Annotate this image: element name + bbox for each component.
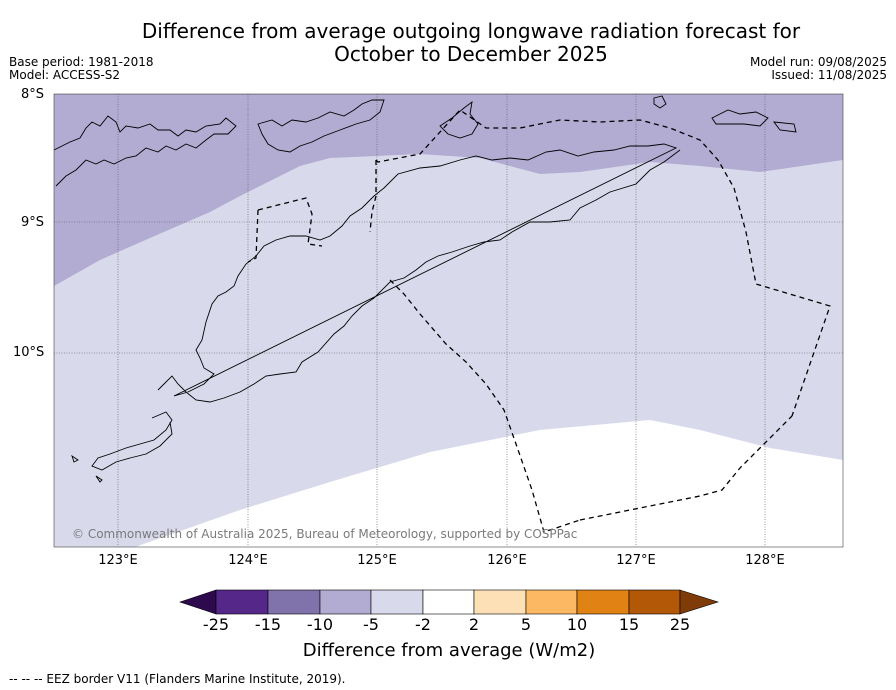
colorbar-bin-7: [525, 589, 578, 615]
rote-island: [91, 411, 173, 471]
map-frame: [53, 93, 844, 548]
copyright-text: © Commonwealth of Australia 2025, Bureau…: [72, 527, 577, 541]
title-line-2: October to December 2025: [334, 42, 608, 66]
colorbar-tick: -5: [363, 615, 379, 634]
map-area: © Commonwealth of Australia 2025, Bureau…: [54, 94, 843, 547]
eez-south-east: [579, 415, 793, 521]
colorbar-max-triangle: [679, 589, 719, 615]
colorbar-tick: -15: [254, 615, 282, 634]
run-info: Model run: 09/08/2025 Issued: 11/08/2025: [750, 56, 887, 82]
colorbar-bin-3: [319, 589, 372, 615]
colorbar-bin-5: [422, 589, 475, 615]
colorbar-tick: 2: [468, 615, 480, 634]
lon-label-127e: 127°E: [616, 553, 656, 568]
timor-coast: [157, 143, 681, 403]
colorbar-tick: 25: [669, 615, 691, 634]
small-island-3: [773, 121, 797, 133]
lon-label-124e: 124°E: [228, 553, 268, 568]
issued-text: Issued: 11/08/2025: [771, 68, 887, 82]
shade-below-neg5: [54, 94, 843, 286]
lat-label-8s: 8°S: [21, 87, 45, 102]
colorbar-bin-8: [576, 589, 630, 615]
base-period-text: Base period: 1981-2018: [9, 55, 154, 69]
base-info: Base period: 1981-2018 Model: ACCESS-S2: [9, 56, 154, 82]
colorbar-tick: 15: [618, 615, 640, 634]
eez-north: [375, 109, 831, 417]
colorbar-bin-6: [473, 589, 527, 615]
colorbar-tick: 10: [566, 615, 588, 634]
colorbar-bin-2: [267, 589, 321, 615]
model-text: Model: ACCESS-S2: [9, 68, 121, 82]
small-island-1: [653, 95, 667, 109]
colorbar-bin-4: [370, 589, 424, 615]
lon-label-125e: 125°E: [357, 553, 397, 568]
lon-label-128e: 128°E: [745, 553, 785, 568]
colorbar-tick: -10: [306, 615, 334, 634]
model-run-text: Model run: 09/08/2025: [749, 55, 887, 69]
colorbar-tick: 5: [520, 615, 532, 634]
lat-label-9s: 9°S: [21, 215, 45, 230]
colorbar-tick: -25: [202, 615, 230, 634]
lon-label-126e: 126°E: [487, 553, 527, 568]
colorbar-label: Difference from average (W/m2): [302, 640, 596, 661]
small-island-2: [711, 109, 769, 127]
sabu-island: [71, 454, 103, 483]
alor-coast: [257, 99, 385, 153]
eez-south: [389, 279, 581, 533]
lat-label-10s: 10°S: [13, 345, 45, 360]
eez-border: [247, 109, 831, 533]
colorbar-tick: -2: [415, 615, 431, 634]
colorbar-bin-9: [628, 589, 681, 615]
eez-west-box: [247, 197, 323, 263]
colorbar-bin-1: [215, 589, 269, 615]
lon-label-123e: 123°E: [98, 553, 138, 568]
colorbar: [179, 589, 719, 615]
eez-footnote: -- -- -- EEZ border V11 (Flanders Marine…: [9, 672, 346, 686]
map-title: Difference from average outgoing longwav…: [100, 20, 842, 66]
colorbar-min-triangle: [179, 589, 217, 615]
eez-channel: [369, 160, 377, 233]
flores-coast: [54, 115, 237, 187]
graticule: [54, 94, 843, 547]
title-line-1: Difference from average outgoing longwav…: [141, 19, 801, 43]
shade-neg2-to-2: [135, 420, 843, 547]
